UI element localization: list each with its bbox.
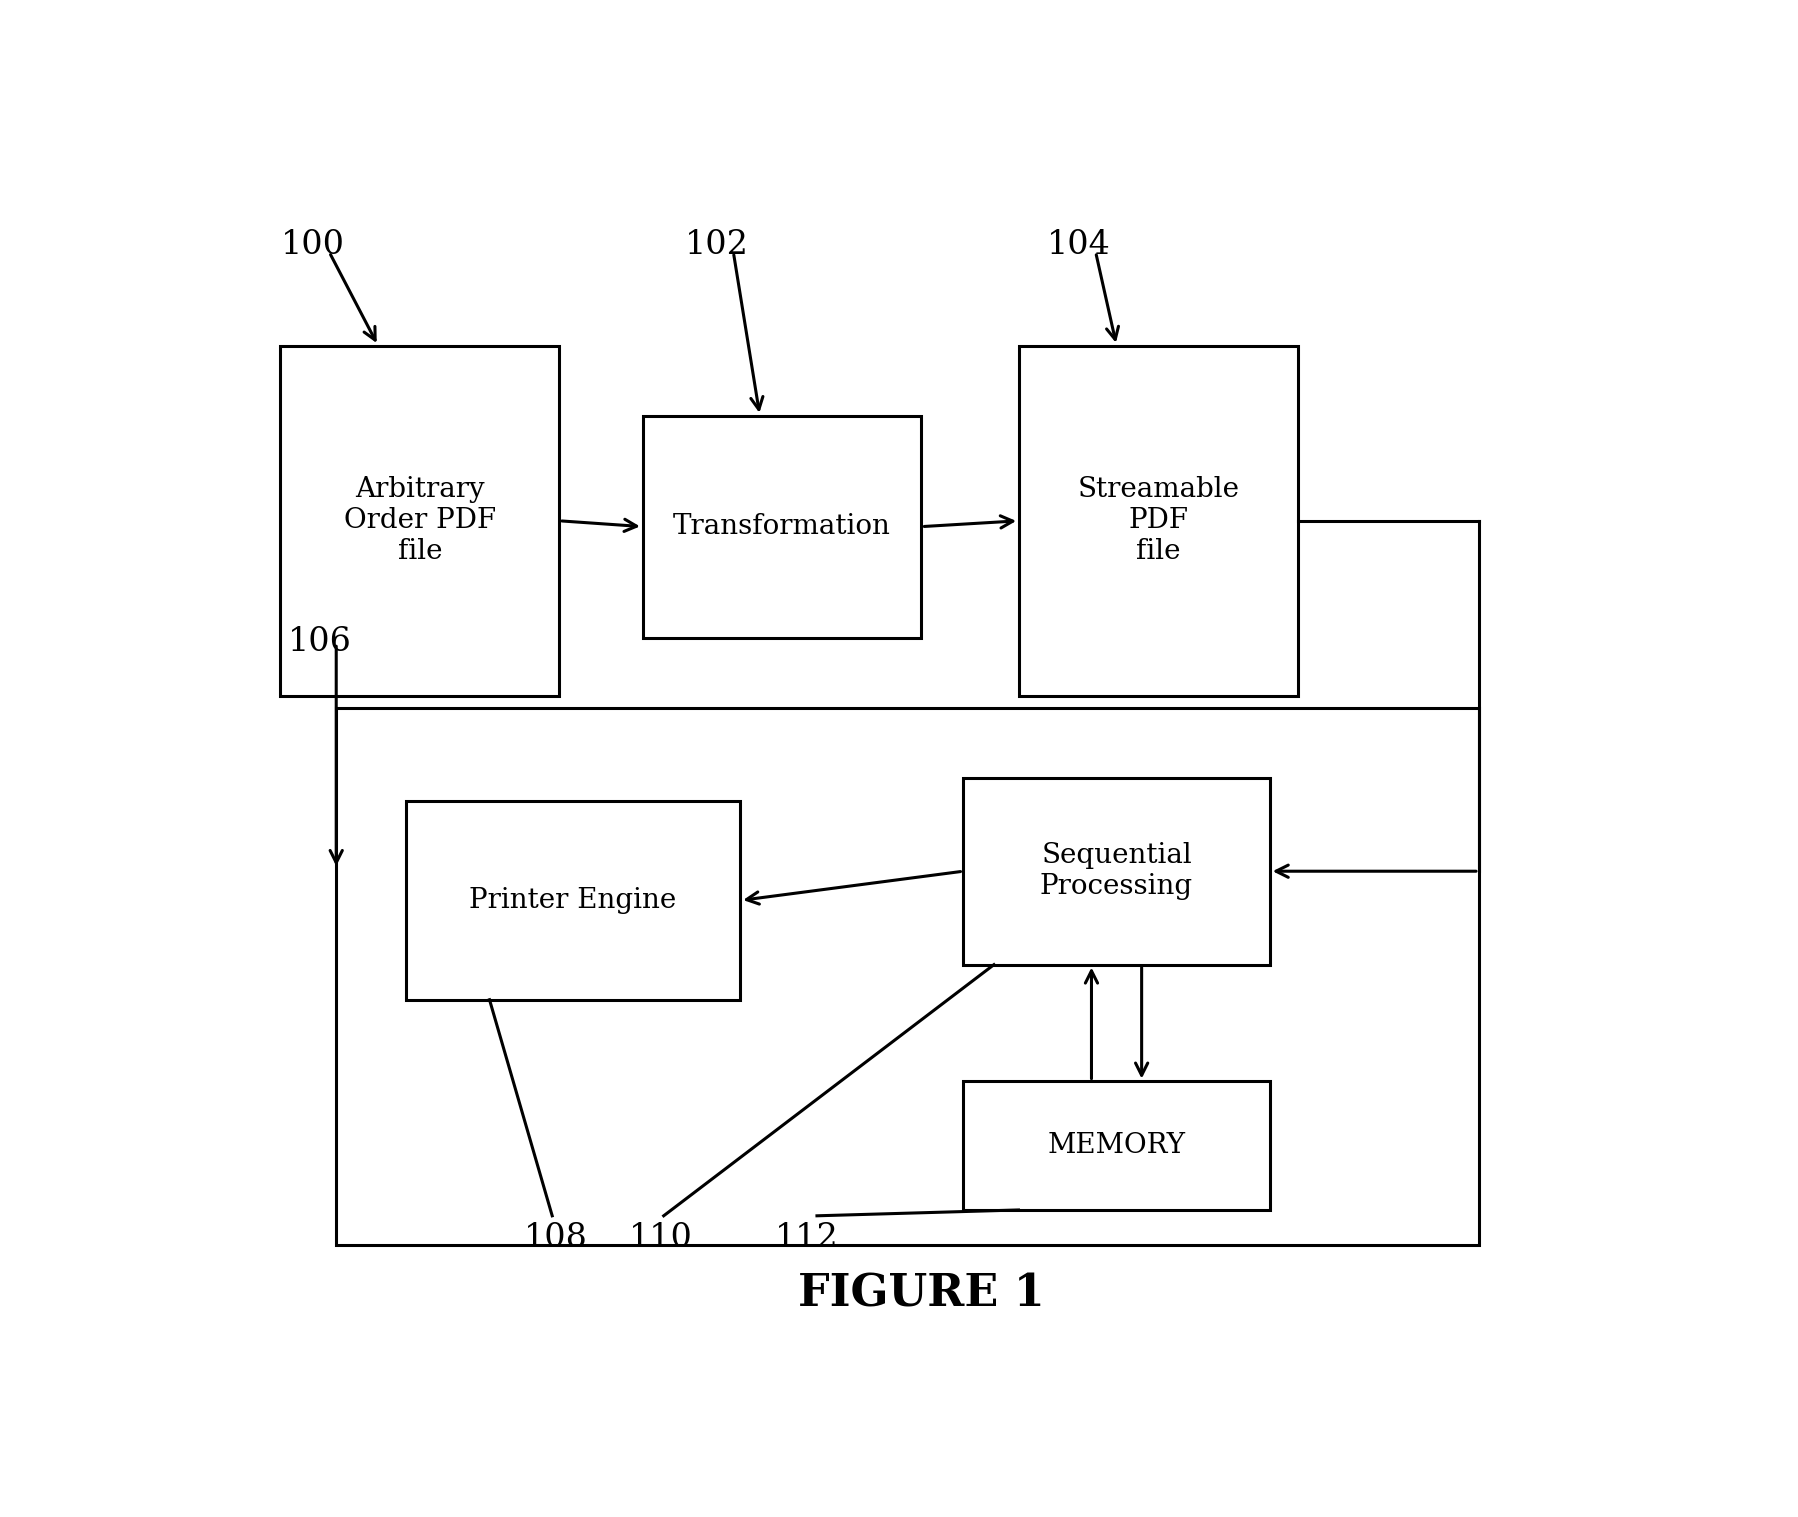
Text: MEMORY: MEMORY: [1048, 1132, 1185, 1159]
Text: 110: 110: [629, 1221, 692, 1253]
Text: Arbitrary
Order PDF
file: Arbitrary Order PDF file: [343, 476, 496, 566]
Text: 108: 108: [525, 1221, 588, 1253]
Bar: [644, 416, 922, 637]
Text: Streamable
PDF
file: Streamable PDF file: [1077, 476, 1239, 566]
Text: 104: 104: [1046, 229, 1111, 261]
Text: 106: 106: [288, 627, 351, 658]
Bar: [964, 1082, 1269, 1211]
Bar: [336, 707, 1478, 1245]
Text: FIGURE 1: FIGURE 1: [798, 1273, 1045, 1315]
Text: 100: 100: [280, 229, 345, 261]
Bar: [280, 346, 559, 696]
Text: Transformation: Transformation: [672, 513, 892, 540]
Text: Printer Engine: Printer Engine: [469, 887, 676, 913]
Text: 112: 112: [775, 1221, 840, 1253]
Text: Sequential
Processing: Sequential Processing: [1039, 842, 1194, 900]
Bar: [1019, 346, 1298, 696]
Text: 102: 102: [685, 229, 748, 261]
Bar: [964, 778, 1269, 965]
Bar: [406, 801, 741, 1000]
